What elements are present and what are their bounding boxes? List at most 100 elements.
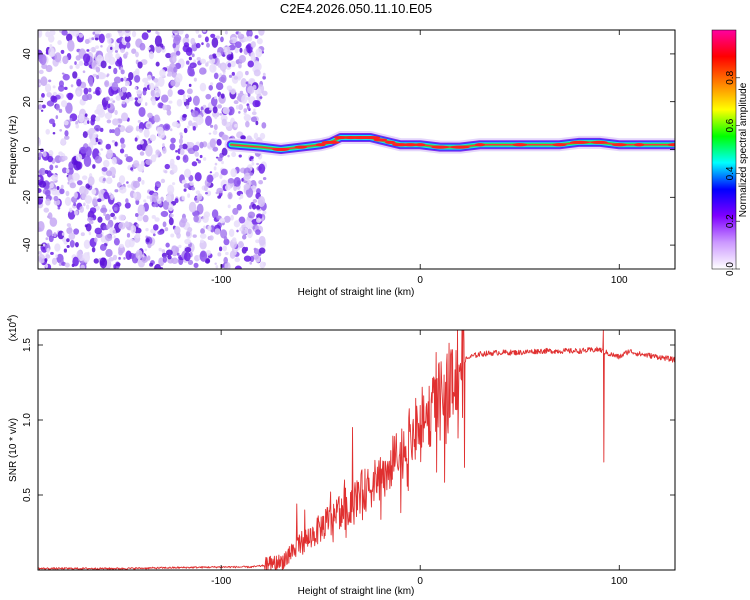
noise-speckle	[110, 46, 113, 51]
noise-speckle	[221, 160, 224, 165]
noise-speckle	[162, 200, 170, 210]
noise-speckle	[90, 46, 96, 53]
noise-speckle	[104, 112, 113, 120]
noise-speckle	[184, 33, 189, 39]
noise-speckle	[94, 37, 99, 41]
noise-speckle	[159, 153, 162, 157]
noise-speckle	[192, 95, 200, 106]
noise-speckle	[69, 117, 73, 122]
noise-speckle	[160, 231, 164, 235]
noise-speckle	[184, 246, 192, 253]
noise-speckle	[126, 233, 131, 238]
noise-speckle	[197, 193, 203, 201]
noise-speckle	[139, 151, 145, 156]
noise-speckle	[208, 84, 213, 91]
noise-speckle	[250, 116, 258, 123]
noise-speckle	[224, 184, 231, 191]
noise-speckle	[241, 94, 248, 104]
noise-speckle	[49, 30, 56, 36]
noise-speckle	[113, 264, 117, 269]
noise-speckle	[180, 217, 188, 224]
y-tick-label: 0	[22, 146, 33, 152]
noise-speckle	[215, 52, 222, 58]
noise-speckle	[228, 228, 235, 237]
noise-speckle	[222, 245, 228, 252]
noise-speckle	[254, 35, 259, 39]
noise-speckle	[199, 239, 205, 243]
ridge-hotspot	[611, 143, 627, 147]
noise-speckle	[51, 188, 58, 196]
noise-speckle	[222, 107, 230, 115]
colorbar-tick-label: 0.6	[725, 118, 736, 132]
noise-speckle	[181, 179, 187, 184]
ridge-hotspot	[569, 140, 589, 144]
noise-speckle	[252, 199, 258, 203]
noise-speckle	[218, 76, 226, 83]
noise-speckle	[80, 232, 85, 237]
noise-speckle	[97, 198, 102, 203]
noise-speckle	[185, 104, 189, 110]
noise-speckle	[175, 50, 181, 56]
noise-speckle	[261, 122, 267, 129]
noise-speckle	[237, 63, 242, 69]
noise-speckle	[193, 77, 197, 82]
noise-speckle	[209, 63, 217, 73]
noise-speckle	[124, 153, 129, 158]
colorbar-tick-label: 0.2	[725, 214, 736, 228]
noise-speckle	[236, 204, 242, 211]
noise-speckle	[47, 155, 54, 163]
noise-speckle	[253, 108, 256, 112]
snr-x-ticks: -100 0 100	[211, 330, 628, 587]
noise-speckle	[211, 111, 220, 118]
noise-speckle	[234, 257, 241, 263]
noise-speckle	[63, 86, 68, 91]
noise-speckle	[152, 224, 159, 231]
noise-speckle	[226, 54, 234, 61]
noise-speckle	[251, 111, 257, 116]
noise-speckle	[45, 128, 50, 135]
noise-speckle	[168, 217, 174, 226]
noise-speckle	[193, 59, 197, 64]
noise-speckle	[205, 93, 212, 100]
noise-speckle	[119, 148, 125, 154]
noise-speckle	[251, 203, 257, 210]
noise-speckle	[254, 100, 261, 107]
noise-speckle	[51, 174, 59, 181]
noise-speckle	[189, 181, 194, 186]
noise-speckle	[114, 110, 118, 116]
noise-speckle	[240, 135, 246, 140]
noise-speckle	[147, 47, 151, 50]
noise-speckle	[173, 66, 178, 73]
noise-speckle	[138, 106, 146, 118]
noise-speckle	[155, 61, 160, 67]
noise-speckle	[234, 123, 238, 128]
noise-speckle	[48, 118, 55, 125]
noise-speckle	[131, 30, 137, 38]
noise-speckle	[141, 256, 149, 263]
noise-speckle	[48, 79, 52, 83]
noise-speckle	[114, 45, 120, 52]
noise-speckle	[107, 37, 112, 44]
noise-speckle	[114, 50, 118, 53]
noise-speckle	[142, 214, 149, 223]
colorbar-scale	[711, 29, 737, 270]
snr-y-label: SNR (10 * v/v)	[8, 418, 19, 482]
noise-speckle	[186, 88, 193, 95]
noise-speckle	[76, 78, 82, 87]
noise-speckle	[179, 132, 183, 136]
noise-speckle	[120, 77, 124, 82]
noise-speckle	[154, 87, 161, 98]
ridge-hotspot	[294, 145, 308, 149]
noise-speckle	[209, 138, 216, 148]
noise-speckle	[255, 229, 261, 235]
noise-speckle	[102, 102, 108, 110]
noise-speckle	[73, 202, 77, 207]
noise-speckle	[99, 72, 106, 80]
noise-speckle	[113, 235, 116, 239]
noise-speckle	[121, 86, 127, 93]
noise-speckle	[79, 185, 87, 195]
noise-speckle	[52, 85, 56, 89]
noise-speckle	[87, 120, 90, 124]
noise-speckle	[227, 106, 235, 116]
noise-speckle	[204, 191, 208, 195]
